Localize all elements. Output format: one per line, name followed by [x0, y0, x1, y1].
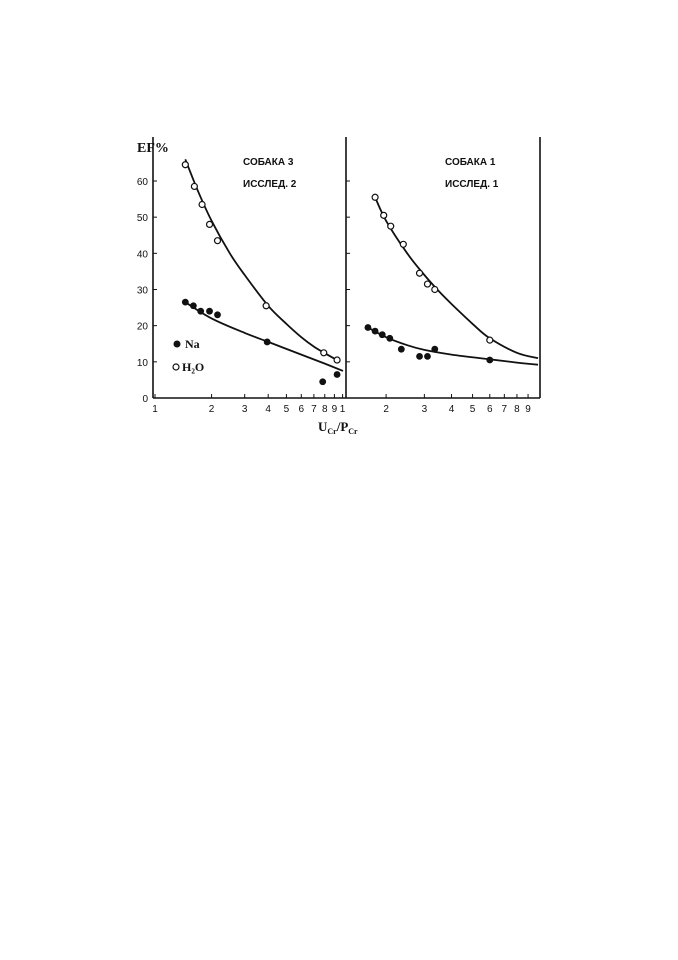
left-na-point — [214, 311, 221, 319]
y-tick-label: 40 — [137, 249, 149, 260]
left-na-point — [189, 302, 197, 310]
y-tick-label: 30 — [137, 285, 149, 296]
right-h2o-point — [387, 222, 395, 230]
x-tick-label: 4 — [265, 404, 271, 415]
y-tick-label: 20 — [137, 322, 149, 333]
left-na-point — [333, 371, 341, 378]
y-axis-title: EF% — [137, 141, 169, 156]
left-h2o-point — [320, 349, 328, 357]
x-tick-label: 9 — [525, 404, 531, 415]
x-axis-title: UCr/PCr — [318, 419, 358, 436]
right-na-point — [416, 353, 423, 360]
right-na-point — [486, 356, 494, 364]
x-tick-label: 7 — [502, 404, 508, 415]
left-h2o-point — [181, 161, 189, 169]
left-h2o-point — [262, 302, 270, 310]
right-na-point — [397, 345, 405, 353]
x-tick-label: 8 — [514, 404, 520, 415]
legend-na-label: Na — [185, 337, 200, 351]
annotation-left-line2: ИССЛЕД. 2 — [243, 179, 297, 190]
annotation-right-line1: СОБАКА 1 — [445, 157, 496, 168]
x-tick-label: 5 — [470, 404, 476, 415]
x-tick-label: 4 — [449, 404, 455, 415]
right-h2o-point — [399, 240, 407, 248]
left-h2o-point — [333, 356, 341, 364]
right-h2o-point — [431, 285, 439, 294]
x-tick-label: 6 — [299, 404, 305, 415]
legend-h2o-label: H₂O — [182, 360, 204, 374]
x-tick-label: 3 — [242, 404, 248, 415]
y-tick-label: 0 — [142, 394, 148, 405]
x-tick-label: 8 — [322, 404, 328, 415]
x-tick-label: 6 — [487, 404, 493, 415]
x-tick-label: 9 — [332, 404, 338, 415]
right-na-curve — [367, 326, 539, 366]
right-h2o-point — [371, 193, 379, 201]
legend-h2o-marker — [172, 363, 180, 371]
y-tick-label: 10 — [137, 358, 149, 369]
right-na-point — [364, 324, 372, 331]
left-h2o-point — [190, 182, 198, 191]
x-tick-label: 1 — [152, 404, 158, 415]
right-h2o-point — [486, 336, 494, 344]
x-tick-label: 2 — [209, 404, 215, 415]
left-h2o-point — [213, 237, 222, 245]
left-h2o-point — [205, 220, 214, 228]
left-na-point — [206, 307, 213, 315]
left-na-point — [263, 338, 271, 346]
annotation-right-line2: ИССЛЕД. 1 — [445, 179, 499, 190]
x-tick-label: 2 — [383, 404, 389, 415]
right-h2o-point — [415, 269, 424, 277]
x-tick-label: 5 — [284, 404, 290, 415]
right-na-point — [386, 334, 394, 342]
right-na-point — [431, 345, 439, 353]
right-h2o-curve — [374, 196, 539, 360]
y-tick-label: 60 — [137, 177, 149, 188]
plot-right — [364, 193, 539, 366]
y-tick-label: 50 — [137, 213, 149, 224]
right-na-point — [378, 331, 386, 339]
x-tick-label: 1 — [340, 404, 346, 415]
y-tick-labels: 0 10 20 30 40 50 60 — [137, 177, 350, 405]
legend-na-marker — [173, 340, 181, 348]
left-na-point — [197, 307, 205, 315]
right-h2o-point — [380, 211, 388, 219]
plot-left — [181, 158, 344, 386]
left-h2o-point — [198, 200, 206, 209]
x-tick-label: 3 — [422, 404, 428, 415]
left-na-point — [319, 378, 327, 386]
legend: Na H₂O — [172, 337, 204, 374]
left-na-point — [181, 298, 189, 306]
right-h2o-point — [423, 280, 432, 288]
annotation-left-line1: СОБАКА 3 — [243, 157, 294, 168]
right-na-point — [371, 327, 379, 335]
x-tick-label: 7 — [311, 404, 317, 415]
right-na-point — [424, 353, 431, 360]
